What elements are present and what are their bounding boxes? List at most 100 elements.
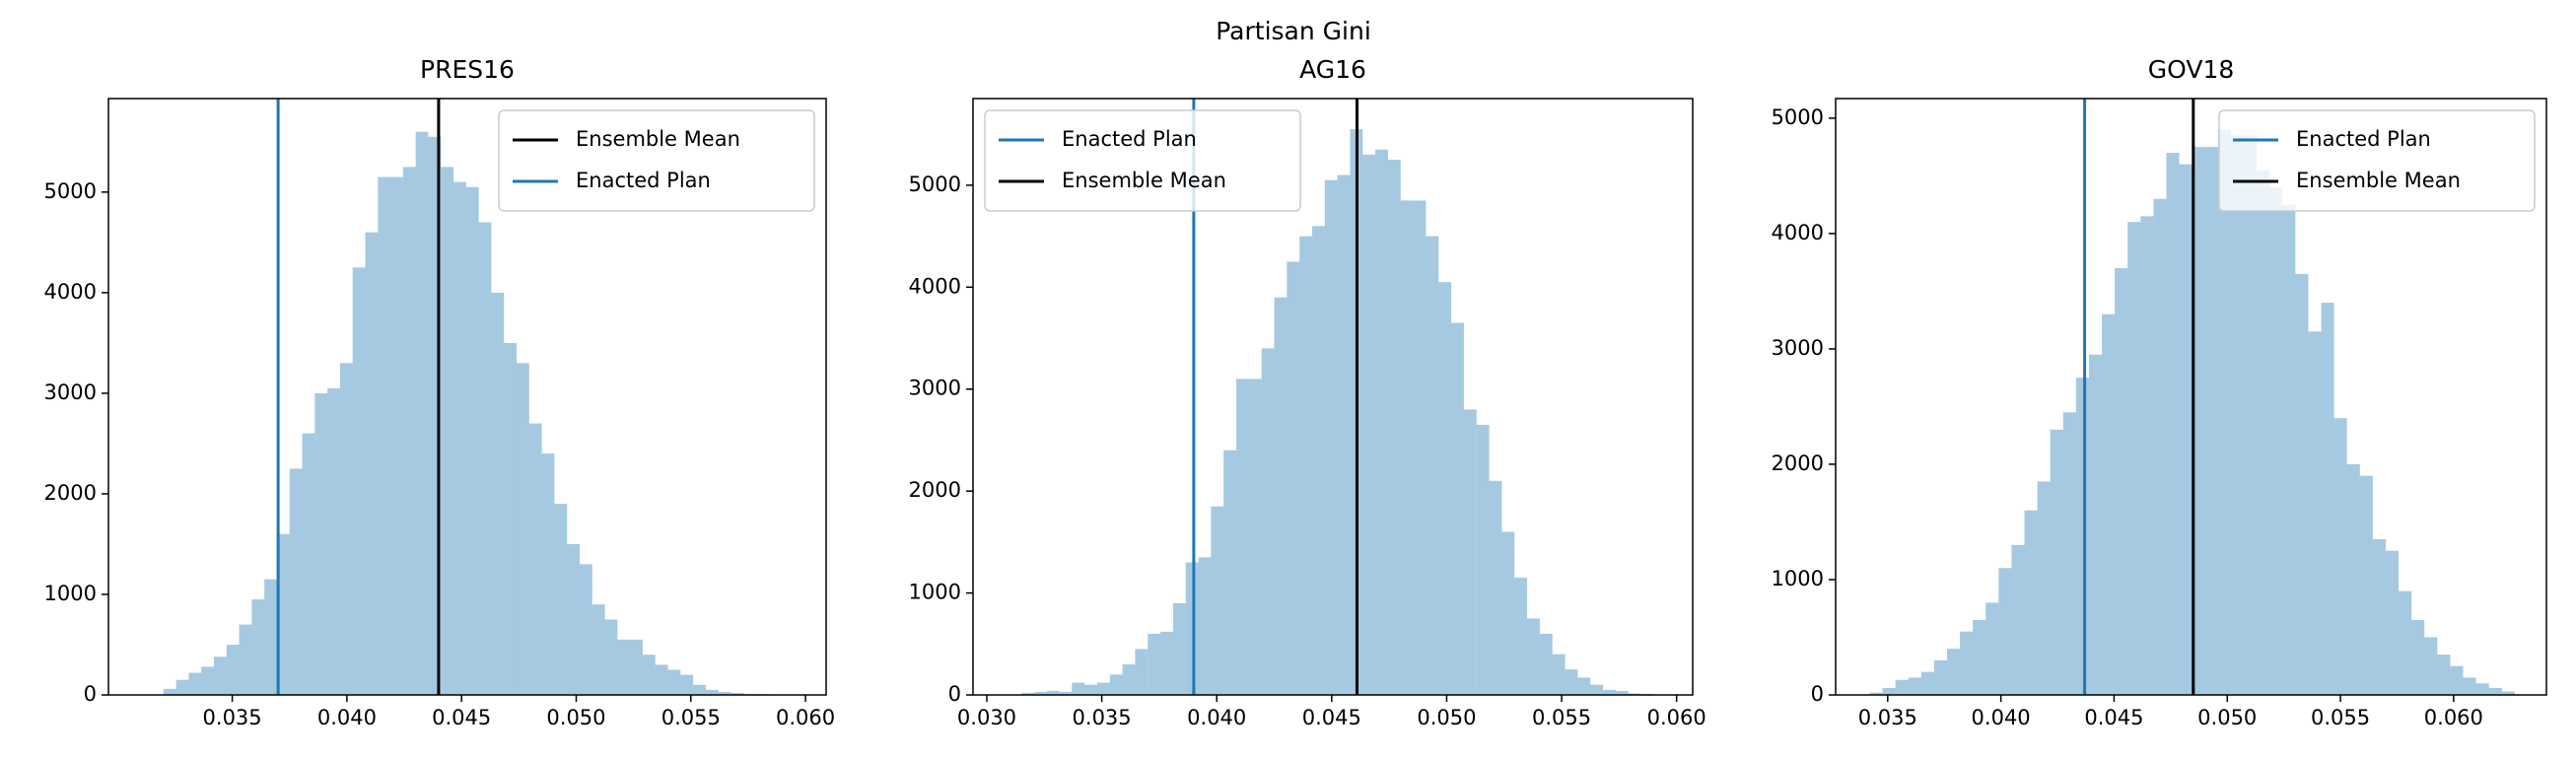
histogram-bar <box>2075 378 2089 695</box>
x-tick-label: 0.055 <box>1532 706 1591 729</box>
y-tick-label: 1000 <box>909 581 961 604</box>
histogram-bar <box>465 186 479 696</box>
histogram-bar <box>1324 179 1338 695</box>
histogram-bar <box>1172 602 1186 695</box>
histogram-bar <box>1375 149 1388 695</box>
y-tick-label: 2000 <box>909 478 961 502</box>
histogram-bar <box>1463 409 1477 695</box>
x-tick-label: 0.040 <box>1972 706 2031 729</box>
histogram-bar <box>1287 261 1300 695</box>
x-tick-label: 0.060 <box>1647 706 1706 729</box>
histogram-bar <box>390 176 403 695</box>
histogram-bar <box>579 564 592 695</box>
histogram-bar <box>1501 531 1515 695</box>
chart-title: PRES16 <box>420 55 515 84</box>
legend-box <box>498 109 815 212</box>
histogram-bar <box>1185 562 1199 695</box>
histogram-bar <box>1337 174 1351 696</box>
histogram-bar <box>1261 348 1275 695</box>
histogram-bar <box>2024 510 2038 695</box>
histogram-bar <box>528 423 542 695</box>
histogram-bar <box>1514 578 1528 695</box>
histogram-bar <box>2488 687 2502 695</box>
histogram-bar <box>2411 619 2425 695</box>
y-tick-label: 5000 <box>1772 105 1824 129</box>
histogram-bar <box>1299 236 1313 695</box>
histogram-bar <box>378 176 391 695</box>
histogram-bar <box>1960 631 1974 695</box>
y-tick-label: 1000 <box>44 582 97 605</box>
histogram-bar <box>655 664 668 695</box>
legend: Enacted Plan Ensemble Mean <box>984 109 1301 212</box>
x-tick-label: 0.050 <box>2197 706 2257 729</box>
histogram-bar <box>213 656 227 695</box>
histogram-bar <box>1223 449 1237 695</box>
x-tick-label: 0.040 <box>1187 706 1246 729</box>
histogram-bar <box>1476 424 1490 695</box>
histogram-bar <box>504 342 518 695</box>
axes-frame <box>1835 98 2547 696</box>
x-tick-label: 0.040 <box>317 706 377 729</box>
histogram-bar <box>541 453 555 695</box>
histogram-bar <box>365 232 379 695</box>
histogram-bar <box>251 599 265 695</box>
histogram-bar <box>2463 677 2476 695</box>
histogram-bar <box>2385 550 2400 695</box>
y-tick-label: 5000 <box>44 179 97 203</box>
histogram-bar <box>642 655 656 695</box>
histogram-bar <box>402 167 416 696</box>
histogram-bar <box>2088 354 2103 695</box>
histogram-bar <box>1236 379 1249 695</box>
histogram-bar <box>239 624 252 695</box>
axes-frame <box>972 98 1694 696</box>
histogram-bar <box>1527 618 1540 695</box>
histogram-bar <box>2321 303 2334 695</box>
histogram-bar <box>1400 200 1414 695</box>
legend-label: Enacted Plan <box>1062 127 1197 151</box>
histogram-bar <box>1552 654 1566 695</box>
x-tick-label: 0.045 <box>432 706 491 729</box>
histogram-bar <box>289 468 303 695</box>
histogram-bar <box>680 674 694 695</box>
histogram-bar <box>1148 633 1161 695</box>
histogram-bar <box>1895 679 1909 695</box>
histogram-bar <box>302 433 315 695</box>
histogram-bar <box>2295 273 2309 695</box>
histogram-bar <box>2424 637 2438 695</box>
histogram-bar <box>1211 506 1224 695</box>
histogram-bar <box>415 131 429 695</box>
x-tick-label: 0.050 <box>1417 706 1476 729</box>
x-tick-label: 0.060 <box>776 706 835 729</box>
histogram-bar <box>517 363 529 695</box>
histogram-bar <box>1072 682 1085 695</box>
histogram-bar <box>226 644 240 695</box>
histogram-bar <box>2140 216 2154 696</box>
histogram-bar <box>1198 557 1212 695</box>
histogram-bar <box>352 267 366 695</box>
legend-box <box>984 109 1301 212</box>
histogram-bar <box>2450 665 2464 695</box>
histogram-bar <box>163 688 176 695</box>
histogram-bar <box>1312 226 1325 695</box>
x-tick-label: 0.055 <box>2311 706 2370 729</box>
legend-label: Enacted Plan <box>576 169 711 192</box>
histogram-bar <box>201 666 214 695</box>
legend-label: Ensemble Mean <box>1062 169 1226 192</box>
histogram-bar <box>1248 379 1262 695</box>
histogram-bar <box>1489 480 1502 695</box>
histogram-bar <box>2244 135 2258 696</box>
histogram-bar <box>2399 590 2412 695</box>
histogram-bar <box>1362 154 1376 695</box>
histogram-bar <box>2037 481 2051 695</box>
chart-title: GOV18 <box>2148 55 2235 84</box>
histogram-bar <box>1059 691 1073 695</box>
histogram-bar <box>1973 619 1986 695</box>
histogram-bar <box>2501 691 2515 695</box>
legend: Enacted Plan Ensemble Mean <box>2218 109 2536 212</box>
histogram-bar <box>2359 475 2373 695</box>
x-tick-label: 0.060 <box>2424 706 2483 729</box>
histogram-bar <box>567 543 580 695</box>
histogram-bar <box>2127 222 2141 695</box>
histogram-bar <box>604 619 618 695</box>
histogram-bar <box>2204 147 2218 696</box>
